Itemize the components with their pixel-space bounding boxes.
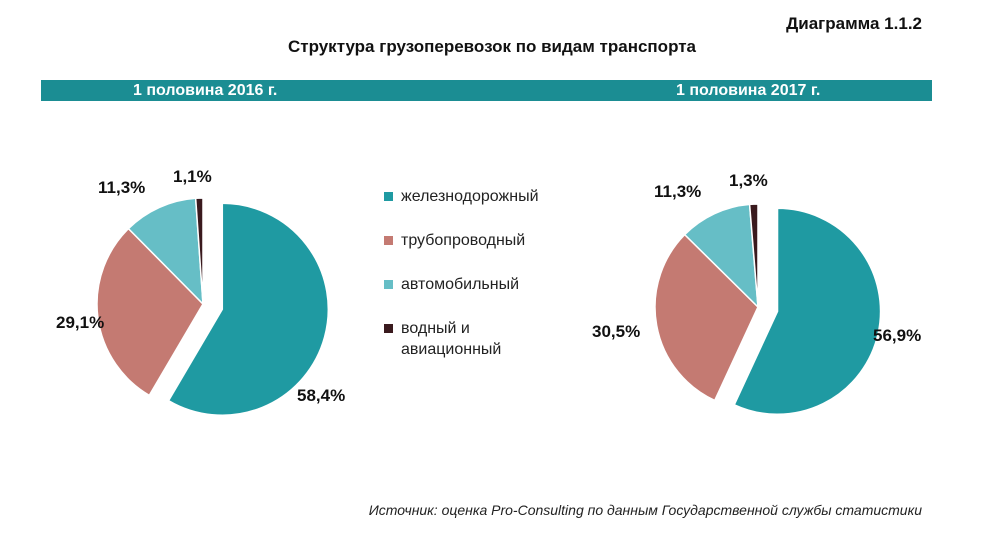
source-note: Источник: оценка Pro-Consulting по данны…: [368, 502, 922, 518]
legend-swatch-automobile: [384, 280, 393, 289]
period-2016-title: 1 половина 2016 г.: [133, 82, 278, 99]
label-2016-automobile: 11,3%: [98, 178, 146, 197]
label-2017-railway: 56,9%: [873, 326, 922, 345]
label-2016-water-air: 1,1%: [173, 167, 212, 186]
legend-label-railway: железнодорожный: [401, 188, 539, 205]
slice-2016-automobile: [127, 197, 204, 306]
legend-label-water-air: водный и авиационный: [401, 320, 502, 358]
legend-label-automobile: автомобильный: [401, 276, 520, 293]
legend: железнодорожный трубопроводный автомобил…: [384, 186, 584, 383]
chart-title: Структура грузоперевозок по видам трансп…: [287, 37, 697, 56]
slice-2017-water-air: [748, 203, 759, 308]
legend-item-water-air: водный и авиационный: [384, 318, 584, 360]
label-2016-pipeline: 29,1%: [56, 313, 105, 332]
label-2017-automobile: 11,3%: [654, 182, 702, 201]
slice-2017-pipeline: [654, 233, 759, 402]
label-2017-pipeline: 30,5%: [592, 322, 641, 341]
legend-swatch-railway: [384, 192, 393, 201]
legend-swatch-water-air: [384, 324, 393, 333]
legend-item-automobile: автомобильный: [384, 274, 584, 295]
slice-2016-water-air: [194, 197, 204, 305]
legend-item-railway: железнодорожный: [384, 186, 584, 207]
legend-label-pipeline: трубопроводный: [401, 232, 526, 249]
label-2016-railway: 58,4%: [297, 386, 346, 405]
slice-2017-automobile: [683, 203, 759, 309]
legend-swatch-pipeline: [384, 236, 393, 245]
period-2017-title: 1 половина 2017 г.: [676, 82, 821, 99]
slice-2016-pipeline: [96, 227, 204, 397]
period-band: [41, 80, 932, 101]
slice-2016-railway: [167, 202, 330, 416]
slice-2017-railway: [733, 207, 882, 416]
legend-item-pipeline: трубопроводный: [384, 230, 584, 251]
pie-2017: [654, 203, 882, 416]
pie-2016: [96, 197, 330, 416]
label-2017-water-air: 1,3%: [729, 171, 768, 190]
diagram-number: Диаграмма 1.1.2: [786, 14, 922, 33]
